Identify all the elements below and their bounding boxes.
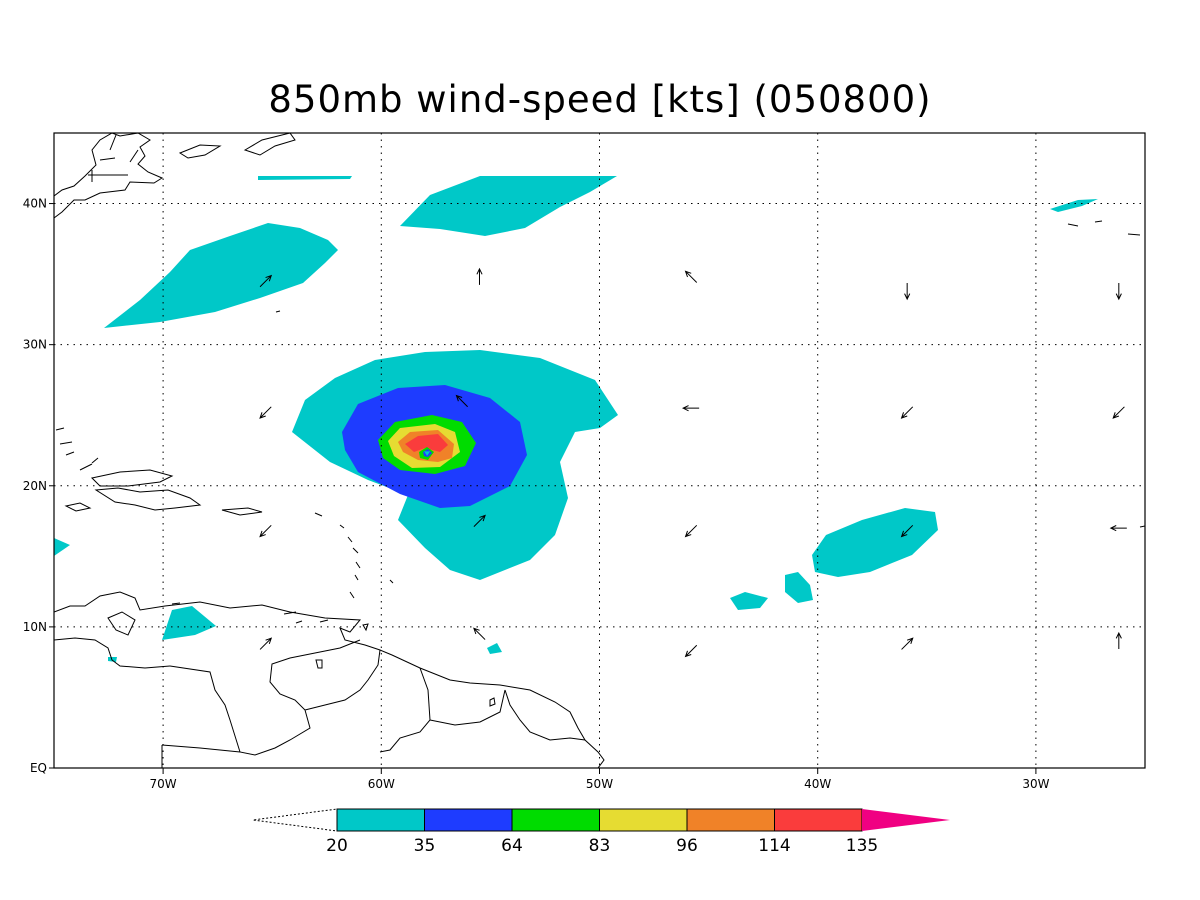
chart-title: 850mb wind-speed [kts] (050800) — [268, 78, 932, 121]
wind-vector-arrow — [259, 524, 272, 538]
colorbar-label: 83 — [589, 836, 611, 856]
y-tick-label: EQ — [30, 761, 47, 775]
y-tick-label: 40N — [23, 197, 47, 211]
colorbar-swatch — [336, 808, 425, 832]
wind-vector-arrow — [455, 394, 468, 408]
coast-central-america — [54, 637, 171, 669]
colorbar-low-triangle — [252, 808, 338, 832]
colorbar-label: 114 — [758, 836, 790, 856]
contour-20-35 — [108, 657, 117, 662]
wind-vector-arrow — [684, 524, 698, 538]
coast-nova-scotia — [178, 144, 222, 159]
y-tick-label: 30N — [23, 338, 47, 352]
colorbar-swatch — [424, 808, 513, 832]
wind-vector-arrow — [473, 514, 486, 528]
wind-vector-arrow — [473, 627, 486, 640]
wind-vector-arrow — [259, 274, 273, 288]
country-borders-south-america — [161, 639, 586, 768]
wind-vector-arrow — [476, 267, 483, 285]
gridlines — [54, 133, 1145, 768]
wind-vector-arrow — [259, 637, 273, 650]
wind-vector-arrow — [681, 405, 700, 412]
storm-center-marker — [424, 451, 431, 456]
contour-20-35 — [104, 223, 338, 328]
colorbar-swatch — [774, 808, 863, 832]
coast-newfoundland — [243, 133, 296, 156]
coast-puerto-rico — [221, 507, 263, 516]
wind-vector-arrow — [904, 283, 911, 301]
wind-speed-shading — [54, 176, 1098, 662]
contour-20-35 — [400, 176, 617, 236]
coast-north-america — [54, 133, 164, 219]
coast-venezuela-islands — [171, 602, 329, 624]
colorbar-swatch — [511, 808, 600, 832]
coast-lake-maracaibo — [107, 611, 136, 636]
contour-20-35 — [812, 508, 938, 577]
colorbar-label: 64 — [501, 836, 523, 856]
colorbar-label: 35 — [414, 836, 436, 856]
colorbar-high-triangle — [862, 809, 950, 831]
coast-cuba — [90, 469, 174, 487]
x-axis-ticks: 70W 60W 50W 40W 30W — [150, 768, 1050, 791]
x-tick-label: 60W — [368, 777, 395, 791]
wind-vector-arrow — [1115, 631, 1122, 649]
contour-20-35 — [258, 176, 352, 180]
colorbar: 20 35 64 83 96 114 135 — [252, 808, 950, 856]
wind-vector-arrow — [1115, 283, 1122, 301]
coastlines — [54, 133, 1145, 768]
wind-vector-arrow — [684, 644, 698, 658]
coast-atlantic-islands — [275, 220, 1145, 528]
colorbar-label: 20 — [326, 836, 348, 856]
wind-vector-arrow — [900, 524, 914, 538]
x-tick-label: 30W — [1022, 777, 1049, 791]
contour-20-35 — [162, 606, 216, 640]
coast-south-america — [54, 591, 605, 768]
coast-lesser-antilles — [314, 512, 394, 599]
contour-114-135 — [405, 434, 448, 452]
wind-vectors — [259, 267, 1127, 658]
y-tick-label: 20N — [23, 479, 47, 493]
contour-20-35 — [54, 538, 70, 556]
x-tick-label: 50W — [586, 777, 613, 791]
y-tick-label: 10N — [23, 620, 47, 634]
colorbar-label: 135 — [846, 836, 878, 856]
coast-bahamas — [55, 427, 99, 471]
storm-center-glyph — [424, 451, 431, 456]
contour-20-35 — [1050, 199, 1098, 212]
coast-north-america-borders — [88, 134, 139, 182]
colorbar-swatch — [599, 808, 688, 832]
wind-vector-arrow — [684, 270, 698, 283]
coast-jamaica — [64, 502, 92, 512]
coast-lakes — [315, 659, 496, 707]
contour-20-35 — [730, 592, 768, 610]
wind-vector-arrow — [259, 406, 272, 419]
wind-vector-arrow — [1109, 525, 1127, 532]
contour-20-35 — [785, 572, 813, 603]
wind-vector-arrow — [900, 406, 914, 419]
wind-vector-arrow — [901, 637, 914, 650]
coast-hispaniola — [94, 487, 202, 511]
x-tick-label: 40W — [804, 777, 831, 791]
x-tick-label: 70W — [150, 777, 177, 791]
y-axis-ticks: EQ 10N 20N 30N 40N — [23, 197, 54, 775]
colorbar-label: 96 — [676, 836, 698, 856]
wind-vector-arrow — [1112, 406, 1125, 419]
contour-20-35 — [487, 643, 502, 654]
colorbar-swatch — [686, 808, 775, 832]
